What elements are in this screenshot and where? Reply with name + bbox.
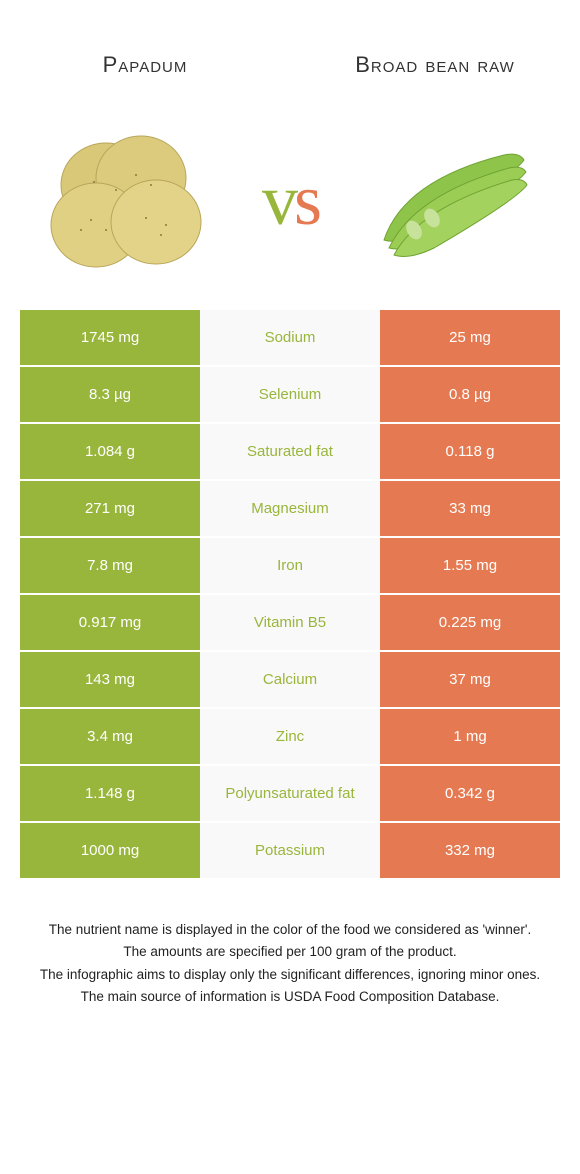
food-right-image (359, 125, 539, 275)
nutrient-label: Calcium (200, 652, 380, 707)
value-right: 0.225 mg (380, 595, 560, 650)
header-row: Papadum Broad bean raw (0, 0, 580, 110)
value-left: 1.084 g (20, 424, 200, 479)
nutrient-label: Potassium (200, 823, 380, 878)
nutrient-label: Magnesium (200, 481, 380, 536)
table-row: 1.148 gPolyunsaturated fat0.342 g (20, 766, 560, 821)
value-right: 0.118 g (380, 424, 560, 479)
value-right: 0.8 µg (380, 367, 560, 422)
food-left-title: Papadum (0, 20, 290, 110)
nutrient-label: Sodium (200, 310, 380, 365)
vs-label: vs (262, 159, 318, 242)
value-right: 1 mg (380, 709, 560, 764)
value-left: 3.4 mg (20, 709, 200, 764)
nutrient-label: Saturated fat (200, 424, 380, 479)
nutrient-label: Zinc (200, 709, 380, 764)
value-right: 25 mg (380, 310, 560, 365)
table-row: 8.3 µgSelenium0.8 µg (20, 367, 560, 422)
nutrition-table: 1745 mgSodium25 mg8.3 µgSelenium0.8 µg1.… (0, 310, 580, 878)
table-row: 1000 mgPotassium332 mg (20, 823, 560, 878)
nutrient-label: Polyunsaturated fat (200, 766, 380, 821)
value-left: 271 mg (20, 481, 200, 536)
table-row: 3.4 mgZinc1 mg (20, 709, 560, 764)
value-right: 33 mg (380, 481, 560, 536)
footer-notes: The nutrient name is displayed in the co… (0, 880, 580, 1007)
value-left: 143 mg (20, 652, 200, 707)
value-left: 1745 mg (20, 310, 200, 365)
food-right-title: Broad bean raw (290, 20, 580, 110)
food-left-image (41, 125, 221, 275)
table-row: 271 mgMagnesium33 mg (20, 481, 560, 536)
value-left: 7.8 mg (20, 538, 200, 593)
table-row: 0.917 mgVitamin B50.225 mg (20, 595, 560, 650)
images-row: vs (0, 110, 580, 310)
value-left: 1.148 g (20, 766, 200, 821)
table-row: 143 mgCalcium37 mg (20, 652, 560, 707)
value-right: 37 mg (380, 652, 560, 707)
vs-s: s (294, 160, 318, 240)
table-row: 1.084 gSaturated fat0.118 g (20, 424, 560, 479)
value-right: 1.55 mg (380, 538, 560, 593)
value-right: 0.342 g (380, 766, 560, 821)
nutrient-label: Iron (200, 538, 380, 593)
value-left: 1000 mg (20, 823, 200, 878)
footer-line-2: The amounts are specified per 100 gram o… (30, 942, 550, 962)
footer-line-4: The main source of information is USDA F… (30, 987, 550, 1007)
table-row: 1745 mgSodium25 mg (20, 310, 560, 365)
nutrient-label: Vitamin B5 (200, 595, 380, 650)
table-row: 7.8 mgIron1.55 mg (20, 538, 560, 593)
value-right: 332 mg (380, 823, 560, 878)
vs-v: v (262, 160, 294, 240)
footer-line-3: The infographic aims to display only the… (30, 965, 550, 985)
value-left: 8.3 µg (20, 367, 200, 422)
footer-line-1: The nutrient name is displayed in the co… (30, 920, 550, 940)
value-left: 0.917 mg (20, 595, 200, 650)
nutrient-label: Selenium (200, 367, 380, 422)
